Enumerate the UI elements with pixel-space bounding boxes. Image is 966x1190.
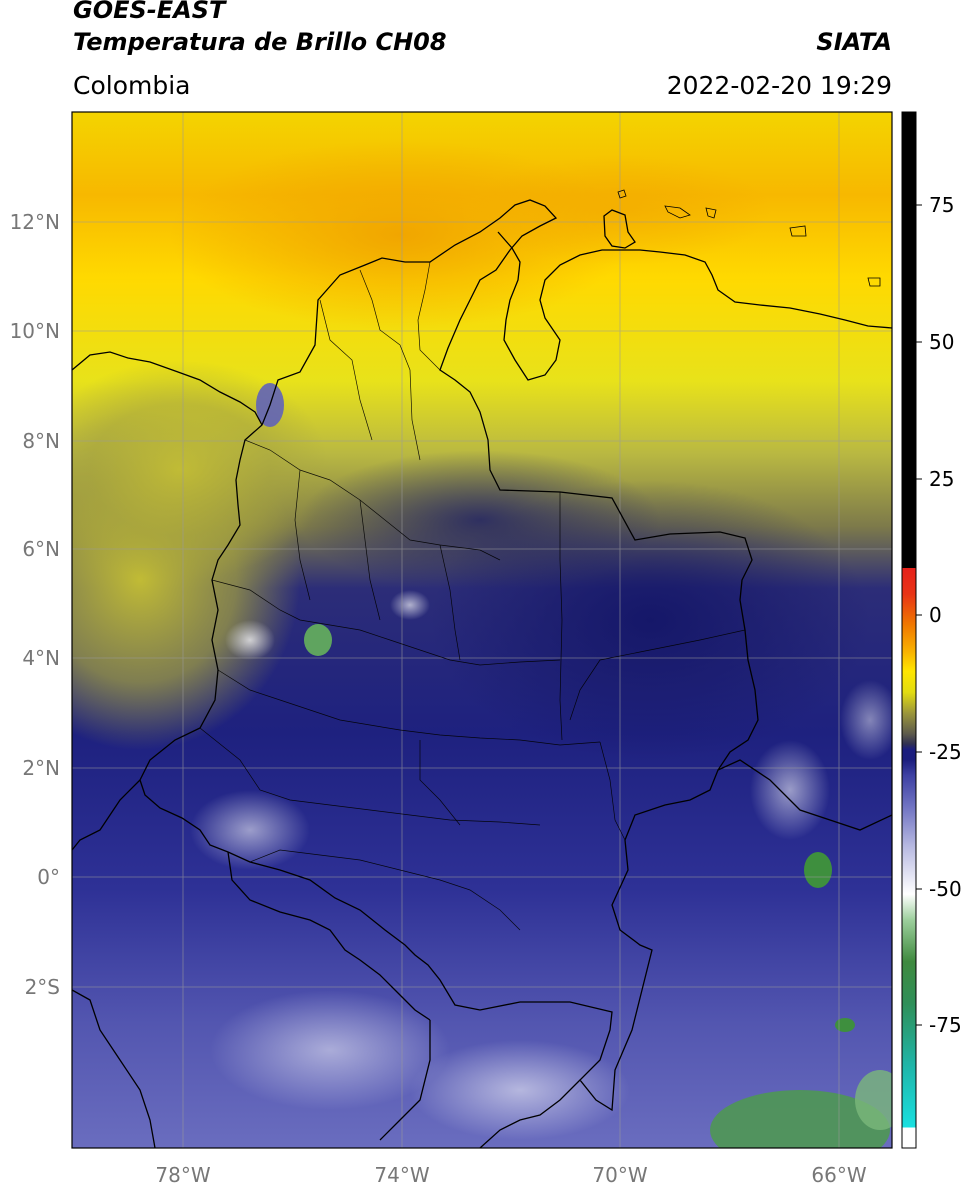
peru-coast (72, 989, 156, 1148)
panama-coast (72, 351, 263, 426)
brazil-border (479, 1079, 581, 1148)
colorbar: 75 50 25 0 -25 -50 -75 (901, 111, 962, 1149)
lat-label: 12°N (10, 210, 60, 234)
satellite-title: GOES-EAST (73, 0, 226, 24)
lat-label: 4°N (22, 646, 60, 670)
colorbar-tick: 0 (929, 603, 942, 627)
lat-label: 8°N (22, 429, 60, 453)
region-label: Colombia (73, 71, 191, 100)
colorbar-tick: 25 (929, 467, 954, 491)
lat-label: 2°N (22, 756, 60, 780)
country-borders (72, 199, 892, 1148)
colorbar-tick: 50 (929, 330, 954, 354)
lon-label: 78°W (155, 1163, 210, 1187)
longitude-labels: 78°W 74°W 70°W 66°W (155, 1163, 866, 1187)
colombia-outline (139, 199, 759, 1112)
caribbean-islands (617, 189, 881, 287)
colorbar-tick: -25 (929, 740, 962, 764)
lat-label: 0° (37, 865, 60, 889)
lon-label: 70°W (592, 1163, 647, 1187)
lat-label: 6°N (22, 537, 60, 561)
imagery-layer (72, 112, 892, 1148)
ecuador-peru-border (227, 851, 431, 1021)
latitude-labels: 12°N 10°N 8°N 6°N 4°N 2°N 0° 2°S (10, 210, 60, 999)
department-borders (199, 261, 746, 931)
colorbar-tick: -50 (929, 877, 962, 901)
peru-brazil-border (379, 1020, 431, 1141)
brand-label: SIATA (816, 28, 892, 56)
lat-label: 10°N (10, 319, 60, 343)
lon-label: 74°W (374, 1163, 429, 1187)
lon-label: 66°W (811, 1163, 866, 1187)
venezuela-coast (497, 231, 892, 381)
peninsula-la-guajira (603, 209, 636, 249)
product-title: Temperatura de Brillo CH08 (73, 28, 447, 56)
timestamp-label: 2022-02-20 19:29 (666, 71, 892, 100)
colorbar-ramp (901, 111, 917, 1149)
graticule (72, 112, 892, 1148)
lat-label: 2°S (25, 975, 60, 999)
colorbar-tick: 75 (929, 193, 954, 217)
colorbar-tick: -75 (929, 1013, 962, 1037)
pacific-coast-ecuador (72, 779, 141, 851)
map-frame (71, 111, 893, 1149)
venezuela-brazil-border (717, 759, 892, 831)
